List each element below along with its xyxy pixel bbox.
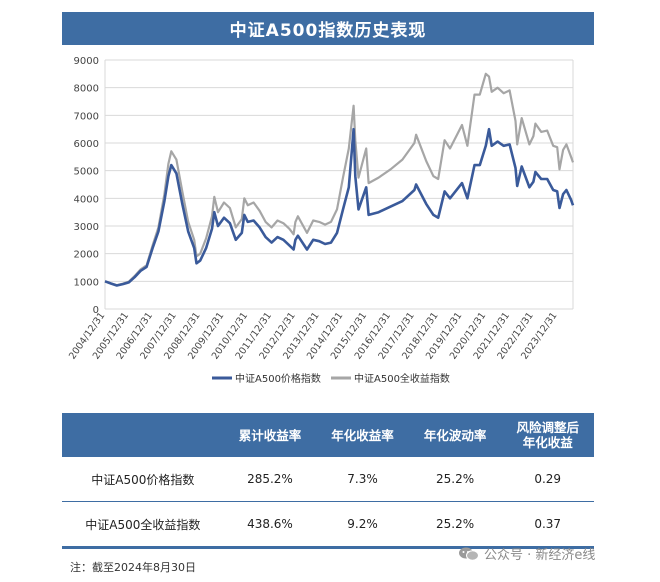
footnote: 注：截至2024年8月30日 [70,561,196,574]
metrics-table: 累计收益率 年化收益率 年化波动率 风险调整后 年化收益 中证A500价格指数 … [62,413,594,549]
y-tick-label: 5000 [74,167,99,178]
table-header-annualized-volatility: 年化波动率 [423,427,487,443]
table-header-risk-adjusted-return: 风险调整后 年化收益 [501,413,594,457]
table-header-name [62,413,224,457]
table-cell-annualized-return: 9.2% [316,501,409,549]
line-chart: 0 1000 2000 3000 4000 5000 6000 7000 8000 9000 20… [67,56,575,385]
table-cell-annualized-volatility: 25.2% [408,457,502,502]
table-row: 中证A500全收益指数 438.6% 9.2% 25.2% 0.37 [62,501,594,549]
series-line-price-index [104,127,575,287]
legend: 中证A500价格指数 中证A500全收益指数 [212,372,450,385]
table-cell-cumulative-return: 285.2% [223,457,317,502]
watermark-text: 公众号 · 新经济e线 [484,548,596,563]
table-header-annualized-return: 年化收益率 [331,427,394,443]
table-header-risk-adjusted-line-2: 年化收益 [522,435,573,450]
table-header-row: 累计收益率 年化收益率 年化波动率 风险调整后 年化收益 [62,413,594,457]
wechat-icon [459,547,479,561]
table-header-risk-adjusted-line-1: 风险调整后 [516,420,579,435]
series-lines [104,72,575,287]
table-row: 中证A500价格指数 285.2% 7.3% 25.2% 0.29 [62,457,594,502]
table-cell-name: 中证A500价格指数 [62,457,224,502]
y-tick-label: 6000 [74,139,99,150]
y-tick-label: 9000 [74,56,99,67]
legend-label-price-index: 中证A500价格指数 [235,372,321,385]
y-tick-label: 4000 [74,194,99,205]
table-header-cumulative-return: 累计收益率 [238,427,302,443]
y-tick-label: 0 [93,305,99,316]
y-tick-label: 8000 [74,84,99,95]
legend-label-total-return-index: 中证A500全收益指数 [354,372,450,385]
x-axis-ticks: 2004/12/312005/12/312006/12/312007/12/31… [67,310,560,361]
y-axis-ticks: 0 1000 2000 3000 4000 5000 6000 7000 8000 9000 [74,56,99,316]
table-cell-risk-adjusted-return: 0.29 [501,457,594,502]
table-cell-cumulative-return: 438.6% [223,501,317,549]
series-line-total-return-index [104,72,575,287]
table-cell-name: 中证A500全收益指数 [62,501,224,549]
chart-title: 中证A500指数历史表现 [62,12,594,45]
y-tick-label: 2000 [74,250,99,261]
y-tick-label: 1000 [74,277,99,288]
y-tick-label: 3000 [74,222,99,233]
y-tick-label: 7000 [74,111,99,122]
table-cell-annualized-return: 7.3% [316,457,409,502]
gridlines [104,59,574,310]
table-cell-annualized-volatility: 25.2% [408,501,502,549]
watermark: 公众号 · 新经济e线 [458,544,595,563]
table-cell-risk-adjusted-return: 0.37 [501,501,594,549]
